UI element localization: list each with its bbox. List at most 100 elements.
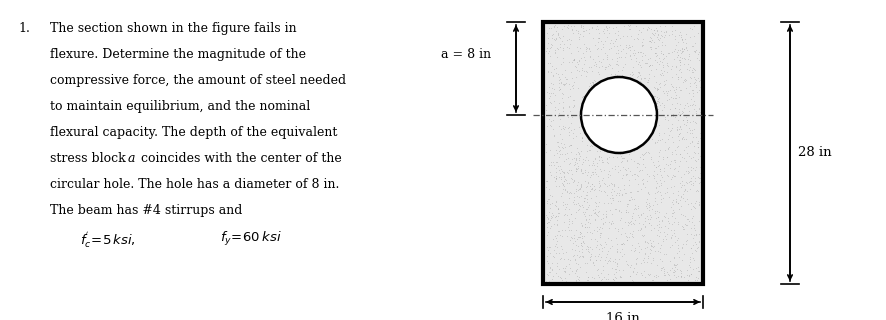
- Point: [618, 209, 633, 214]
- Point: [652, 189, 666, 194]
- Point: [628, 272, 642, 277]
- Point: [688, 248, 702, 253]
- Point: [659, 63, 673, 68]
- Point: [592, 232, 606, 237]
- Point: [558, 77, 572, 82]
- Point: [604, 181, 618, 187]
- Point: [688, 189, 702, 194]
- Point: [541, 116, 556, 122]
- Point: [606, 277, 620, 282]
- Point: [588, 171, 602, 176]
- Point: [595, 44, 610, 49]
- Point: [618, 55, 632, 60]
- Point: [584, 68, 598, 73]
- Point: [673, 212, 688, 217]
- Point: [592, 251, 606, 256]
- Point: [633, 62, 647, 67]
- Point: [595, 175, 609, 180]
- Point: [634, 53, 649, 59]
- Point: [550, 211, 564, 216]
- Point: [619, 262, 633, 267]
- Point: [643, 155, 657, 160]
- Point: [561, 132, 575, 138]
- Point: [598, 219, 612, 224]
- Point: [649, 208, 663, 213]
- Point: [687, 205, 701, 210]
- Point: [679, 238, 693, 243]
- Point: [652, 80, 666, 85]
- Point: [683, 207, 697, 212]
- Point: [548, 36, 563, 42]
- Point: [639, 244, 653, 250]
- Point: [544, 32, 558, 37]
- Point: [647, 141, 661, 146]
- Point: [664, 50, 679, 55]
- Point: [667, 106, 681, 111]
- Point: [573, 73, 587, 78]
- Point: [687, 68, 701, 73]
- Point: [649, 104, 664, 109]
- Point: [668, 87, 682, 92]
- Point: [547, 23, 561, 28]
- Point: [598, 213, 612, 219]
- Point: [674, 136, 688, 141]
- Point: [579, 193, 593, 198]
- Point: [643, 157, 657, 162]
- Point: [549, 217, 563, 222]
- Point: [554, 175, 568, 180]
- Point: [661, 195, 675, 200]
- Point: [627, 247, 641, 252]
- Point: [690, 151, 704, 156]
- Point: [562, 218, 576, 223]
- Point: [685, 119, 699, 124]
- Point: [657, 273, 672, 278]
- Point: [664, 204, 678, 210]
- Point: [682, 25, 696, 30]
- Point: [650, 248, 664, 253]
- Point: [678, 169, 692, 174]
- Point: [658, 236, 672, 241]
- Point: [598, 258, 612, 263]
- Point: [641, 191, 655, 196]
- Text: $f_c^{'}\!=\!5\,ksi,$: $f_c^{'}\!=\!5\,ksi,$: [80, 230, 136, 250]
- Point: [568, 248, 582, 253]
- Point: [583, 48, 597, 53]
- Point: [588, 201, 602, 206]
- Point: [567, 160, 581, 165]
- Point: [556, 92, 570, 97]
- Point: [607, 226, 621, 231]
- Point: [614, 158, 628, 164]
- Point: [688, 50, 702, 55]
- Point: [675, 134, 689, 139]
- Point: [539, 212, 553, 217]
- Point: [640, 271, 654, 276]
- Point: [541, 278, 556, 284]
- Point: [636, 260, 650, 265]
- Point: [576, 240, 590, 245]
- Point: [637, 219, 651, 224]
- Point: [622, 234, 636, 239]
- Point: [602, 207, 617, 212]
- Point: [578, 74, 592, 79]
- Point: [590, 53, 604, 59]
- Point: [668, 96, 682, 101]
- Point: [661, 145, 675, 150]
- Point: [658, 89, 672, 94]
- Point: [675, 192, 689, 197]
- Point: [631, 240, 645, 245]
- Point: [619, 34, 633, 39]
- Point: [692, 154, 706, 159]
- Point: [631, 70, 645, 75]
- Point: [573, 23, 587, 28]
- Point: [677, 78, 691, 83]
- Point: [686, 149, 700, 155]
- Point: [626, 171, 640, 176]
- Point: [648, 209, 662, 214]
- Point: [686, 182, 700, 187]
- Point: [550, 31, 564, 36]
- Point: [550, 205, 564, 211]
- Point: [614, 68, 628, 73]
- Point: [562, 45, 576, 50]
- Point: [602, 31, 616, 36]
- Point: [596, 188, 610, 193]
